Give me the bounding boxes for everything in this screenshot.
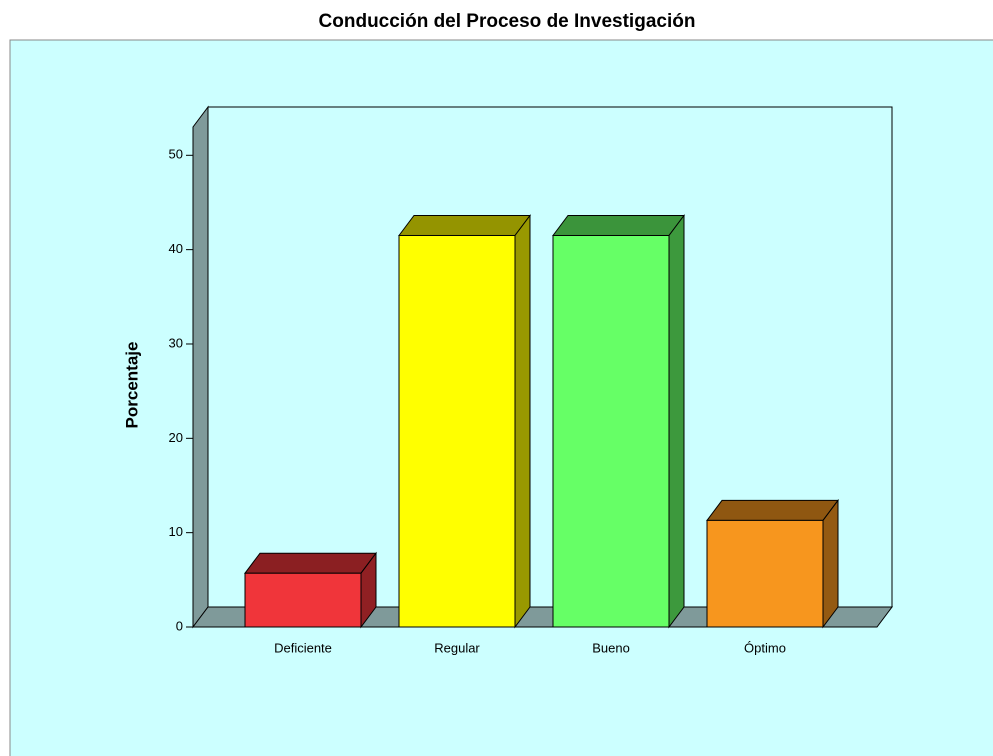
y-tick-label: 20 (169, 430, 183, 445)
y-tick-label: 0 (176, 618, 183, 633)
bar (706, 519, 824, 628)
y-axis-label: Porcentaje (122, 342, 141, 429)
bar-top (244, 552, 377, 574)
bar (552, 234, 670, 628)
x-tick-label: Deficiente (274, 640, 332, 655)
x-tick-label: Bueno (592, 640, 630, 655)
x-tick-label: Óptimo (744, 640, 786, 655)
bar-side (822, 498, 839, 629)
bar (398, 234, 516, 628)
bar-side (668, 213, 685, 629)
bar-top (552, 214, 685, 236)
x-tick-label: Regular (434, 640, 480, 655)
y-tick-label: 50 (169, 147, 183, 162)
y-tick-label: 40 (169, 241, 183, 256)
y-tick-label: 30 (169, 335, 183, 350)
side-wall (192, 105, 209, 629)
bar (244, 572, 362, 628)
y-tick-label: 10 (169, 524, 183, 539)
bar-top (706, 499, 839, 521)
bar-side (514, 213, 531, 629)
chart-title: Conducción del Proceso de Investigación (319, 11, 696, 32)
bar-top (398, 214, 531, 236)
